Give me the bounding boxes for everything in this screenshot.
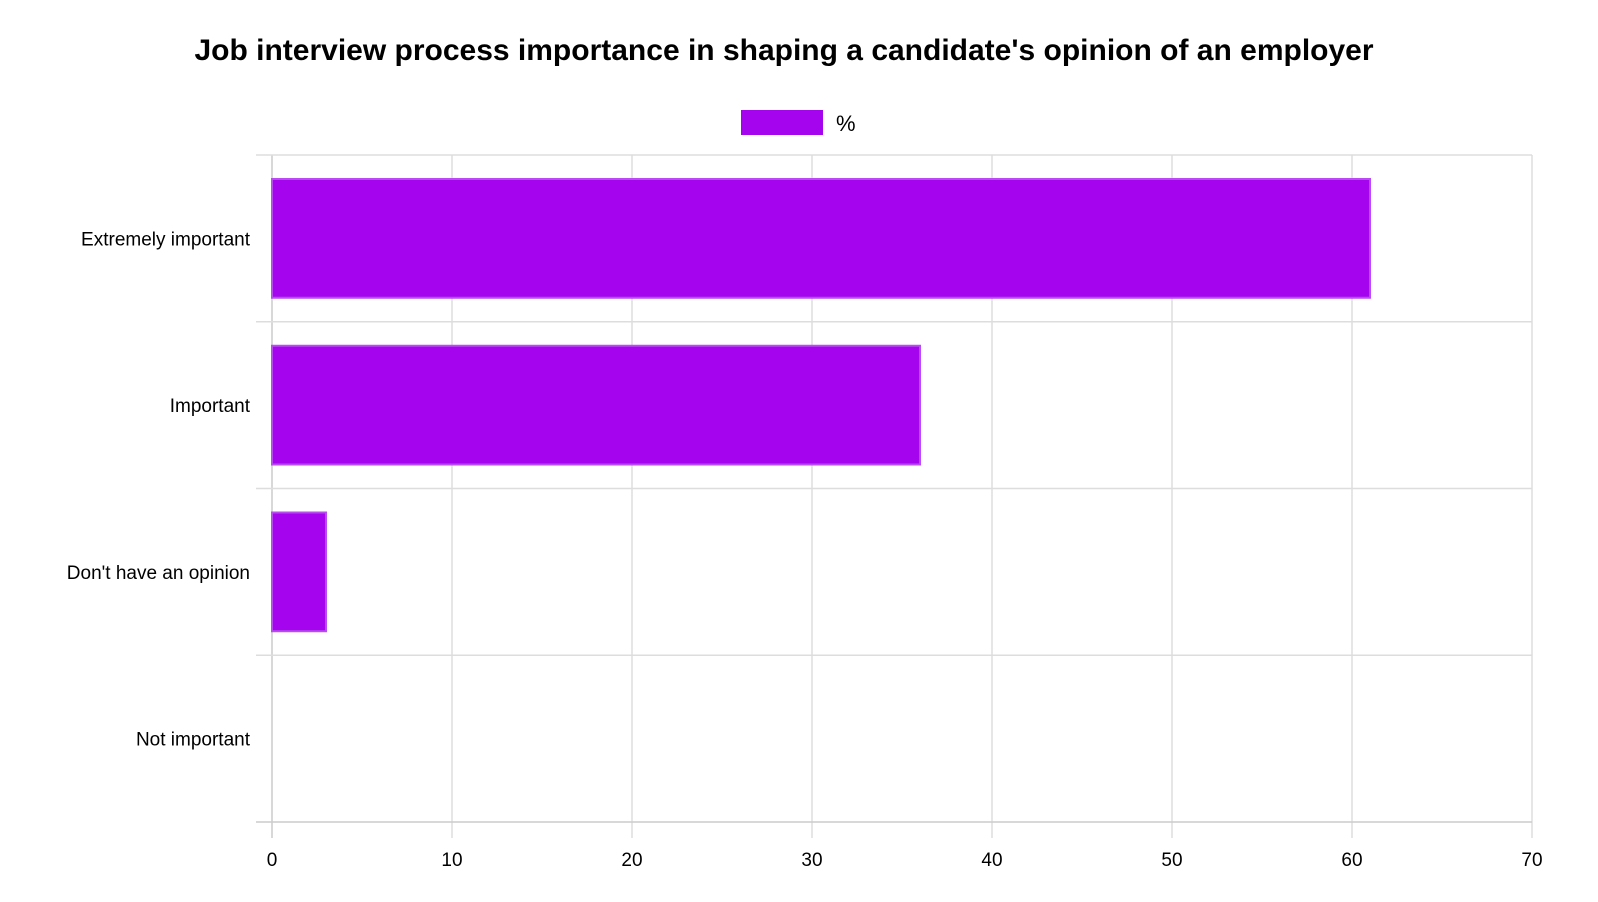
x-tick-label: 70 — [1521, 850, 1542, 871]
category-label: Don't have an opinion — [67, 563, 250, 584]
x-tick-label: 40 — [981, 850, 1002, 871]
x-tick-label: 10 — [441, 850, 462, 871]
x-tick-label: 20 — [621, 850, 642, 871]
category-label: Extremely important — [81, 229, 251, 250]
bar — [271, 511, 327, 633]
chart-title: Job interview process importance in shap… — [194, 34, 1373, 67]
legend-label: % — [836, 111, 856, 136]
category-label: Not important — [136, 730, 251, 751]
x-tick-label: 50 — [1161, 850, 1182, 871]
legend-swatch — [741, 110, 823, 135]
x-tick-label: 0 — [267, 850, 278, 871]
bars — [271, 178, 1371, 633]
bar — [271, 344, 921, 466]
category-label: Important — [170, 396, 251, 417]
bar — [271, 178, 1371, 299]
legend: % — [741, 110, 856, 136]
x-tick-label: 30 — [801, 850, 822, 871]
x-tick-label: 60 — [1341, 850, 1362, 871]
category-labels: Extremely important Important Don't have a… — [67, 229, 251, 750]
x-tick-labels: 0 10 20 30 40 50 60 70 — [267, 850, 1543, 871]
